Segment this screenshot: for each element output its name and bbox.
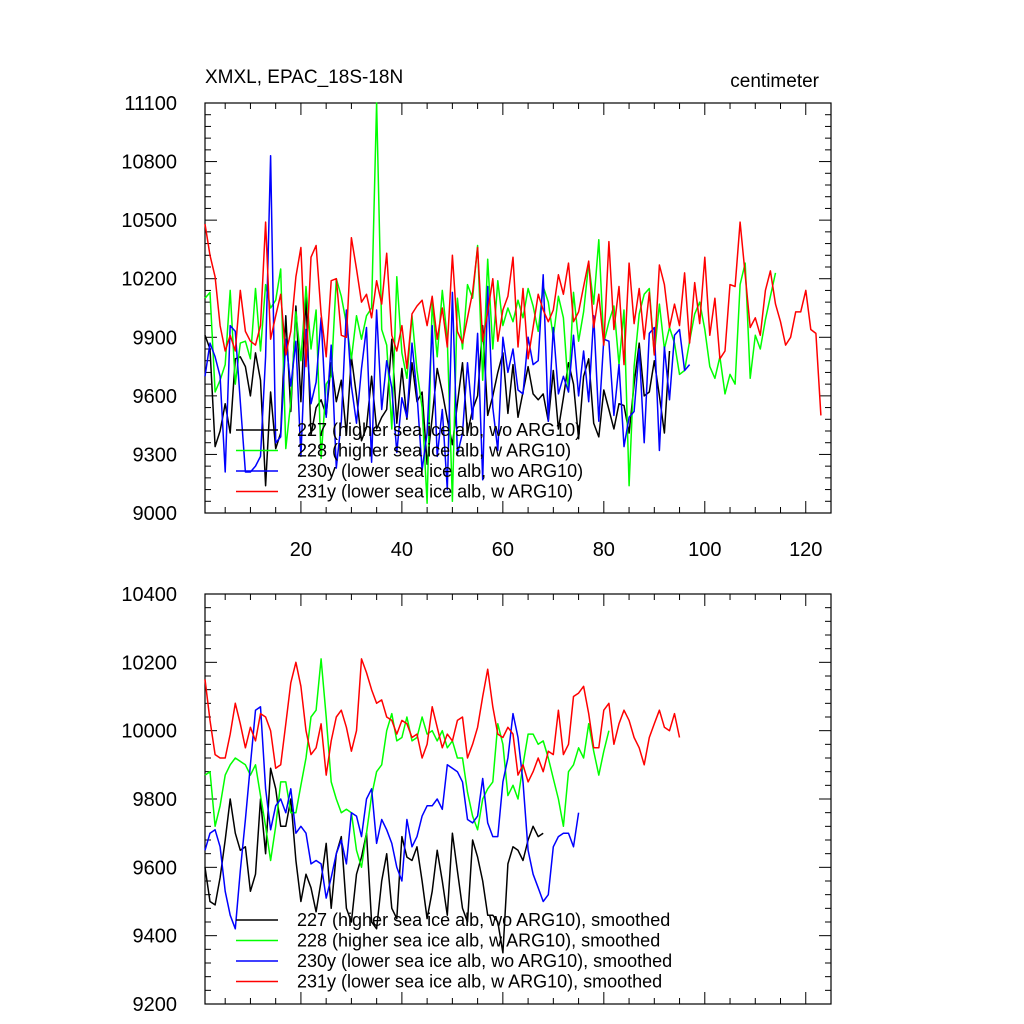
y-tick-label: 9800	[133, 789, 178, 811]
legend-label-3: 230y (lower sea ice alb, wo ARG10)	[297, 461, 583, 481]
x-tick-label: 40	[391, 539, 413, 561]
series-line-4	[204, 221, 822, 416]
y-tick-label: 10200	[121, 269, 177, 291]
y-tick-label: 10500	[121, 210, 177, 232]
series-line-2	[204, 658, 610, 869]
y-tick-label: 9000	[133, 503, 178, 525]
x-tick-label: 120	[789, 539, 822, 561]
legend-label-1: 227 (higher sea ice alb, wo ARG10)	[297, 420, 581, 440]
y-tick-label: 10400	[121, 584, 177, 606]
top-chart-units: centimeter	[730, 71, 819, 92]
y-tick-label: 11100	[124, 93, 177, 115]
y-tick-label: 9600	[133, 386, 178, 408]
plot-frame	[204, 102, 832, 514]
series-line-3	[204, 706, 580, 930]
y-tick-label: 9900	[133, 327, 178, 349]
series-line-1	[204, 767, 544, 954]
x-tick-label: 20	[290, 539, 312, 561]
y-tick-label: 9200	[133, 994, 178, 1016]
y-tick-label: 9400	[133, 926, 178, 948]
y-tick-label: 10200	[121, 652, 177, 674]
top-chart-title: XMXL, EPAC_18S-18N	[205, 67, 403, 88]
y-tick-label: 10000	[121, 721, 177, 743]
y-tick-label: 10800	[121, 152, 177, 174]
x-tick-label: 100	[688, 539, 721, 561]
legend-label-2: 228 (higher sea ice alb, w ARG10), smoot…	[297, 931, 660, 951]
y-tick-label: 9600	[133, 857, 178, 879]
top-panel: XMXL, EPAC_18S-18N centimeter 9000 9300 96…	[121, 67, 832, 561]
series-line-3	[204, 154, 691, 491]
x-tick-label: 80	[593, 539, 615, 561]
bottom-panel: 9200 9400 9600 9800 10000 10200 10400 227 (high…	[121, 584, 832, 1016]
x-tick-label: 60	[492, 539, 514, 561]
y-tick-label: 9300	[133, 444, 178, 466]
legend-label-1: 227 (higher sea ice alb, wo ARG10), smoo…	[297, 910, 670, 930]
legend-label-3: 230y (lower sea ice alb, wo ARG10), smoo…	[297, 951, 672, 971]
series-line-4	[204, 658, 681, 783]
series-line-2	[204, 102, 777, 504]
legend-label-4: 231y (lower sea ice alb, w ARG10), smoot…	[297, 972, 662, 992]
legend-label-4: 231y (lower sea ice alb, w ARG10)	[297, 482, 573, 502]
legend-label-2: 228 (higher sea ice alb, w ARG10)	[297, 441, 571, 461]
